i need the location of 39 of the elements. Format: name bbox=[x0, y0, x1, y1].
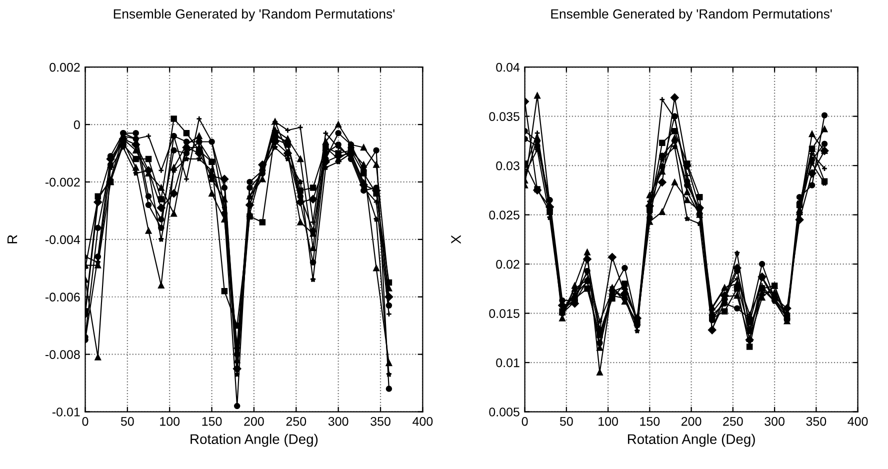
chart-title: Ensemble Generated by 'Random Permutations' bbox=[551, 8, 832, 22]
chart-title: Ensemble Generated by 'Random Permutations' bbox=[114, 8, 394, 22]
x-tick-label: 200 bbox=[682, 416, 702, 426]
x-tick-label: 150 bbox=[202, 416, 222, 426]
x-tick-label: 250 bbox=[286, 416, 306, 426]
y-tick-label: 0.005 bbox=[489, 408, 520, 416]
x-tick-label: 250 bbox=[723, 416, 743, 426]
y-tick-label: 0.015 bbox=[489, 309, 520, 318]
y-tick-label: 0.035 bbox=[489, 112, 520, 121]
y-tick-label: -0.01 bbox=[52, 408, 80, 416]
x-tick-label: 350 bbox=[370, 416, 390, 426]
y-tick-label: -0.004 bbox=[46, 235, 80, 244]
y-tick-label: 0.03 bbox=[496, 161, 520, 170]
y-tick-label: 0.01 bbox=[496, 358, 520, 368]
x-tick-label: 400 bbox=[848, 416, 868, 426]
x-tick-label: 350 bbox=[806, 416, 826, 426]
x-axis-title: Rotation Angle (Deg) bbox=[628, 434, 755, 447]
y-tick-label: 0.002 bbox=[50, 62, 80, 72]
x-tick-label: 300 bbox=[328, 416, 348, 426]
y-axis-title: R bbox=[8, 235, 18, 244]
y-tick-label: 0.02 bbox=[496, 260, 520, 269]
y-tick-label: -0.008 bbox=[46, 350, 80, 359]
x-tick-label: 100 bbox=[598, 416, 618, 426]
x-tick-label: 200 bbox=[244, 416, 264, 426]
x-tick-label: 400 bbox=[412, 416, 433, 426]
x-tick-label: 50 bbox=[120, 416, 134, 426]
y-tick-label: 0.025 bbox=[489, 210, 520, 220]
x-tick-label: 100 bbox=[160, 416, 180, 426]
y-tick-label: -0.006 bbox=[46, 292, 80, 302]
x-tick-label: 0 bbox=[522, 416, 528, 426]
x-axis-title: Rotation Angle (Deg) bbox=[190, 434, 318, 447]
x-tick-label: 300 bbox=[764, 416, 784, 426]
x-tick-label: 150 bbox=[640, 416, 660, 426]
y-tick-label: 0 bbox=[74, 120, 80, 130]
x-tick-label: 0 bbox=[82, 416, 88, 426]
y-axis-title: X bbox=[451, 235, 461, 244]
y-tick-label: 0.04 bbox=[496, 62, 520, 72]
y-tick-label: -0.002 bbox=[46, 178, 80, 187]
x-tick-label: 50 bbox=[560, 416, 573, 426]
